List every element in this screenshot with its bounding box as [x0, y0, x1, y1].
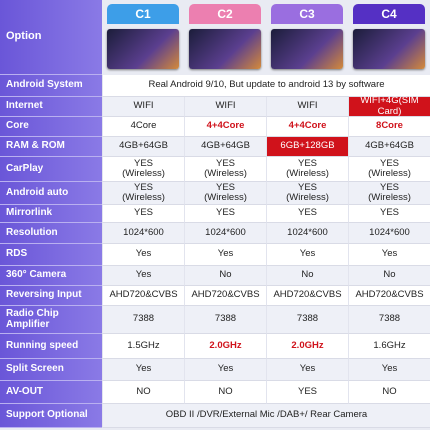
table-cell: AHD720&CVBS: [102, 286, 184, 306]
row-label: Support Optional: [0, 404, 102, 428]
column-tab: C1: [107, 4, 179, 24]
spanning-cell: OBD II /DVR/External Mic /DAB+/ Rear Cam…: [102, 404, 430, 428]
row-label: Running speed: [0, 334, 102, 359]
column-header: C1: [102, 0, 184, 75]
table-cell: YES (Wireless): [184, 182, 266, 205]
product-image: [189, 29, 261, 69]
table-cell: 1.6GHz: [348, 334, 430, 359]
table-cell: YES (Wireless): [102, 182, 184, 205]
table-cell: 2.0GHz: [184, 334, 266, 359]
table-cell: WIFI+4G(SIM Card): [348, 95, 430, 117]
table-cell: YES (Wireless): [348, 182, 430, 205]
product-image: [353, 29, 425, 69]
table-cell: YES: [184, 205, 266, 223]
table-cell: 4GB+64GB: [102, 137, 184, 157]
table-cell: No: [184, 266, 266, 286]
row-label: Internet: [0, 97, 102, 117]
table-cell: Yes: [102, 244, 184, 266]
table-cell: 1.5GHz: [102, 334, 184, 359]
table-cell: No: [348, 266, 430, 286]
table-cell: AHD720&CVBS: [266, 286, 348, 306]
column-header: C2: [184, 0, 266, 75]
option-header: Option: [0, 0, 102, 75]
table-cell: No: [266, 266, 348, 286]
table-cell: 1024*600: [348, 223, 430, 244]
table-cell: 4+4Core: [184, 117, 266, 137]
table-cell: YES (Wireless): [266, 182, 348, 205]
table-cell: 2.0GHz: [266, 334, 348, 359]
row-label: Split Screen: [0, 359, 102, 381]
column-header: C4: [348, 0, 430, 75]
table-cell: NO: [348, 381, 430, 404]
table-cell: YES: [266, 381, 348, 404]
table-cell: 1024*600: [184, 223, 266, 244]
table-cell: 7388: [184, 306, 266, 334]
column-tab: C4: [353, 4, 425, 24]
product-image: [271, 29, 343, 69]
table-cell: 1024*600: [266, 223, 348, 244]
row-label: RAM & ROM: [0, 137, 102, 157]
table-cell: 8Core: [348, 117, 430, 137]
table-cell: YES: [348, 205, 430, 223]
table-cell: AHD720&CVBS: [184, 286, 266, 306]
column-tab: C2: [189, 4, 261, 24]
table-cell: 6GB+128GB: [266, 137, 348, 157]
table-cell: YES (Wireless): [348, 157, 430, 182]
row-label: Mirrorlink: [0, 205, 102, 223]
table-cell: NO: [102, 381, 184, 404]
row-label: RDS: [0, 244, 102, 266]
row-label: Reversing Input: [0, 286, 102, 306]
table-cell: 4GB+64GB: [348, 137, 430, 157]
table-cell: Yes: [348, 359, 430, 381]
table-cell: NO: [184, 381, 266, 404]
table-cell: WIFI: [102, 97, 184, 117]
table-cell: 7388: [348, 306, 430, 334]
table-cell: Yes: [348, 244, 430, 266]
row-label: Android auto: [0, 182, 102, 205]
table-cell: Yes: [266, 359, 348, 381]
table-cell: WIFI: [266, 97, 348, 117]
row-label: 360° Camera: [0, 266, 102, 286]
row-label: CarPlay: [0, 157, 102, 182]
row-label: Resolution: [0, 223, 102, 244]
column-header: C3: [266, 0, 348, 75]
column-tab: C3: [271, 4, 343, 24]
table-cell: 4GB+64GB: [184, 137, 266, 157]
table-cell: YES (Wireless): [266, 157, 348, 182]
table-cell: 4Core: [102, 117, 184, 137]
table-cell: YES (Wireless): [184, 157, 266, 182]
row-label: Core: [0, 117, 102, 137]
row-label: AV-OUT: [0, 381, 102, 404]
table-cell: AHD720&CVBS: [348, 286, 430, 306]
table-cell: YES: [266, 205, 348, 223]
table-cell: YES (Wireless): [102, 157, 184, 182]
table-cell: Yes: [266, 244, 348, 266]
table-cell: Yes: [102, 359, 184, 381]
table-cell: Yes: [184, 359, 266, 381]
row-label: Radio Chip Amplifier: [0, 306, 102, 334]
table-cell: Yes: [102, 266, 184, 286]
product-image: [107, 29, 179, 69]
table-cell: 7388: [266, 306, 348, 334]
table-cell: 7388: [102, 306, 184, 334]
table-cell: 4+4Core: [266, 117, 348, 137]
table-cell: Yes: [184, 244, 266, 266]
row-label: Android System: [0, 75, 102, 97]
table-cell: YES: [102, 205, 184, 223]
table-cell: WIFI: [184, 97, 266, 117]
spanning-cell: Real Android 9/10, But update to android…: [102, 75, 430, 97]
table-cell: 1024*600: [102, 223, 184, 244]
